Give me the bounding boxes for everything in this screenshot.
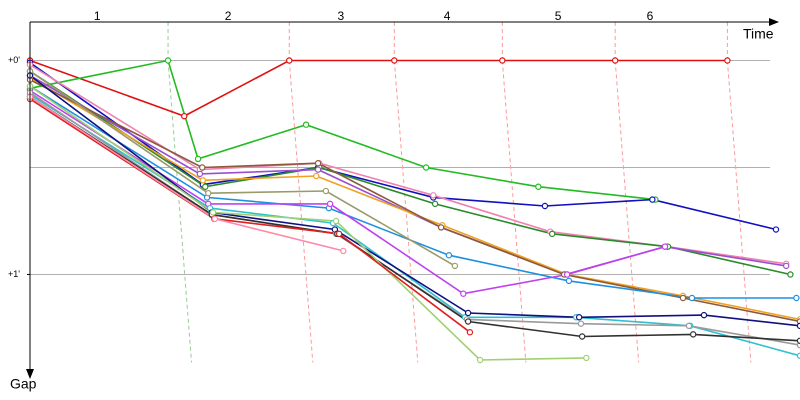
x-tick-label: 4 bbox=[444, 9, 451, 23]
point bbox=[578, 333, 586, 340]
point bbox=[322, 187, 330, 195]
series-line bbox=[29, 74, 787, 276]
point bbox=[685, 322, 693, 330]
series-line bbox=[29, 62, 777, 231]
point bbox=[565, 277, 573, 285]
point bbox=[199, 164, 206, 171]
point bbox=[724, 57, 731, 64]
point bbox=[202, 183, 209, 190]
point bbox=[796, 322, 800, 330]
x-tick-label: 6 bbox=[647, 9, 654, 23]
point bbox=[332, 217, 340, 225]
series-line bbox=[29, 98, 471, 333]
point bbox=[796, 337, 800, 344]
point bbox=[422, 164, 430, 171]
series-line bbox=[29, 70, 456, 267]
x-tick-label: 3 bbox=[338, 9, 345, 23]
point bbox=[286, 57, 293, 64]
x-axis-label: Time bbox=[743, 26, 774, 42]
point bbox=[583, 354, 590, 362]
point bbox=[476, 356, 484, 364]
point bbox=[437, 224, 445, 231]
series-line bbox=[29, 94, 800, 357]
series-line bbox=[29, 76, 800, 321]
x-tick-label: 2 bbox=[225, 9, 232, 23]
point bbox=[464, 309, 472, 317]
point bbox=[302, 121, 310, 128]
point bbox=[611, 57, 619, 64]
point bbox=[535, 183, 542, 190]
lap-line-slope bbox=[393, 60, 419, 363]
point bbox=[772, 226, 780, 233]
y-tick-label: +1' bbox=[8, 269, 20, 279]
point bbox=[700, 311, 708, 319]
point bbox=[689, 331, 697, 338]
y-axis-label: Gap bbox=[10, 376, 37, 392]
point bbox=[796, 352, 800, 359]
x-tick-label: 1 bbox=[94, 9, 101, 23]
point bbox=[326, 200, 334, 208]
point bbox=[335, 230, 343, 238]
point bbox=[460, 290, 467, 297]
point bbox=[451, 262, 459, 270]
point bbox=[314, 160, 322, 167]
point bbox=[199, 177, 207, 184]
point bbox=[164, 57, 172, 64]
point bbox=[209, 209, 217, 216]
y-tick-label: +0' bbox=[8, 55, 20, 65]
point bbox=[194, 155, 202, 163]
point bbox=[196, 170, 204, 178]
lap-line-slope bbox=[167, 60, 193, 363]
point bbox=[793, 294, 800, 302]
point bbox=[314, 166, 322, 173]
point bbox=[575, 314, 583, 321]
point bbox=[577, 320, 585, 327]
point bbox=[464, 318, 472, 325]
x-tick-label: 5 bbox=[555, 9, 562, 23]
point bbox=[445, 252, 453, 259]
point bbox=[211, 215, 219, 223]
series-line bbox=[29, 91, 800, 346]
lap-line-slope bbox=[726, 60, 752, 363]
series-line bbox=[29, 89, 666, 295]
series-line bbox=[29, 74, 800, 327]
point bbox=[430, 192, 437, 199]
point bbox=[563, 271, 571, 278]
point bbox=[649, 196, 656, 203]
point bbox=[661, 243, 669, 250]
point bbox=[782, 262, 790, 270]
point bbox=[499, 57, 506, 64]
lap-line-slope bbox=[288, 60, 314, 363]
point bbox=[541, 202, 549, 210]
point bbox=[787, 271, 794, 278]
point bbox=[688, 294, 696, 302]
point bbox=[313, 172, 320, 180]
lap-line-slope bbox=[614, 60, 640, 363]
lap-line-slope bbox=[501, 60, 527, 363]
point bbox=[205, 189, 212, 197]
series-line bbox=[29, 96, 800, 342]
point bbox=[679, 294, 687, 302]
point bbox=[391, 57, 398, 64]
point bbox=[431, 200, 439, 208]
point bbox=[340, 247, 347, 255]
series-line bbox=[29, 59, 728, 117]
point bbox=[466, 329, 474, 336]
point bbox=[548, 230, 556, 238]
point bbox=[181, 112, 188, 120]
